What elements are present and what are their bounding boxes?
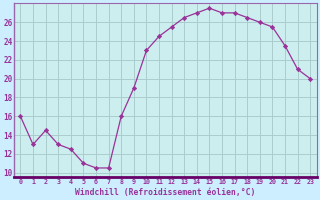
X-axis label: Windchill (Refroidissement éolien,°C): Windchill (Refroidissement éolien,°C)	[75, 188, 255, 197]
